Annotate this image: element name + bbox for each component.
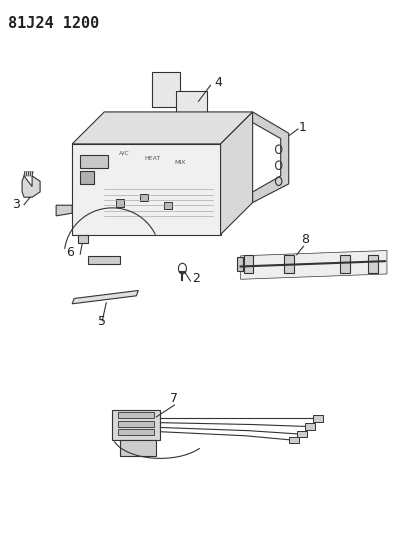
Text: 4: 4: [215, 76, 223, 89]
Polygon shape: [241, 251, 387, 279]
Bar: [116, 199, 124, 207]
Polygon shape: [237, 257, 243, 271]
Bar: [140, 194, 148, 201]
Text: 2: 2: [192, 272, 200, 286]
Bar: [313, 415, 323, 422]
Text: 3: 3: [12, 198, 20, 211]
Bar: [297, 431, 307, 437]
Bar: [118, 429, 154, 435]
Bar: [152, 72, 180, 107]
Polygon shape: [368, 255, 378, 273]
Bar: [118, 412, 154, 418]
Text: MIX: MIX: [175, 159, 186, 165]
Polygon shape: [340, 255, 350, 273]
Polygon shape: [244, 255, 253, 273]
Polygon shape: [88, 256, 120, 264]
Bar: [118, 421, 154, 427]
Text: 7: 7: [170, 392, 178, 406]
Text: A/C: A/C: [119, 150, 130, 156]
Text: HEAT: HEAT: [144, 156, 160, 161]
Polygon shape: [120, 440, 156, 456]
Text: 5: 5: [98, 315, 106, 328]
Polygon shape: [72, 112, 253, 144]
Polygon shape: [253, 112, 289, 203]
Polygon shape: [56, 205, 72, 216]
Polygon shape: [72, 144, 221, 235]
Polygon shape: [72, 290, 138, 304]
Polygon shape: [22, 176, 40, 197]
Text: 81J24 1200: 81J24 1200: [8, 16, 99, 31]
Bar: [176, 91, 207, 125]
Bar: [78, 235, 88, 243]
Text: 6: 6: [66, 246, 74, 259]
Text: 8: 8: [301, 232, 309, 246]
Bar: [80, 171, 94, 184]
Text: 1: 1: [299, 120, 307, 134]
Bar: [164, 202, 172, 209]
Polygon shape: [284, 255, 294, 273]
Polygon shape: [221, 112, 253, 235]
Polygon shape: [112, 410, 160, 440]
Bar: [305, 423, 315, 430]
Bar: [80, 155, 108, 168]
Bar: [289, 437, 299, 443]
